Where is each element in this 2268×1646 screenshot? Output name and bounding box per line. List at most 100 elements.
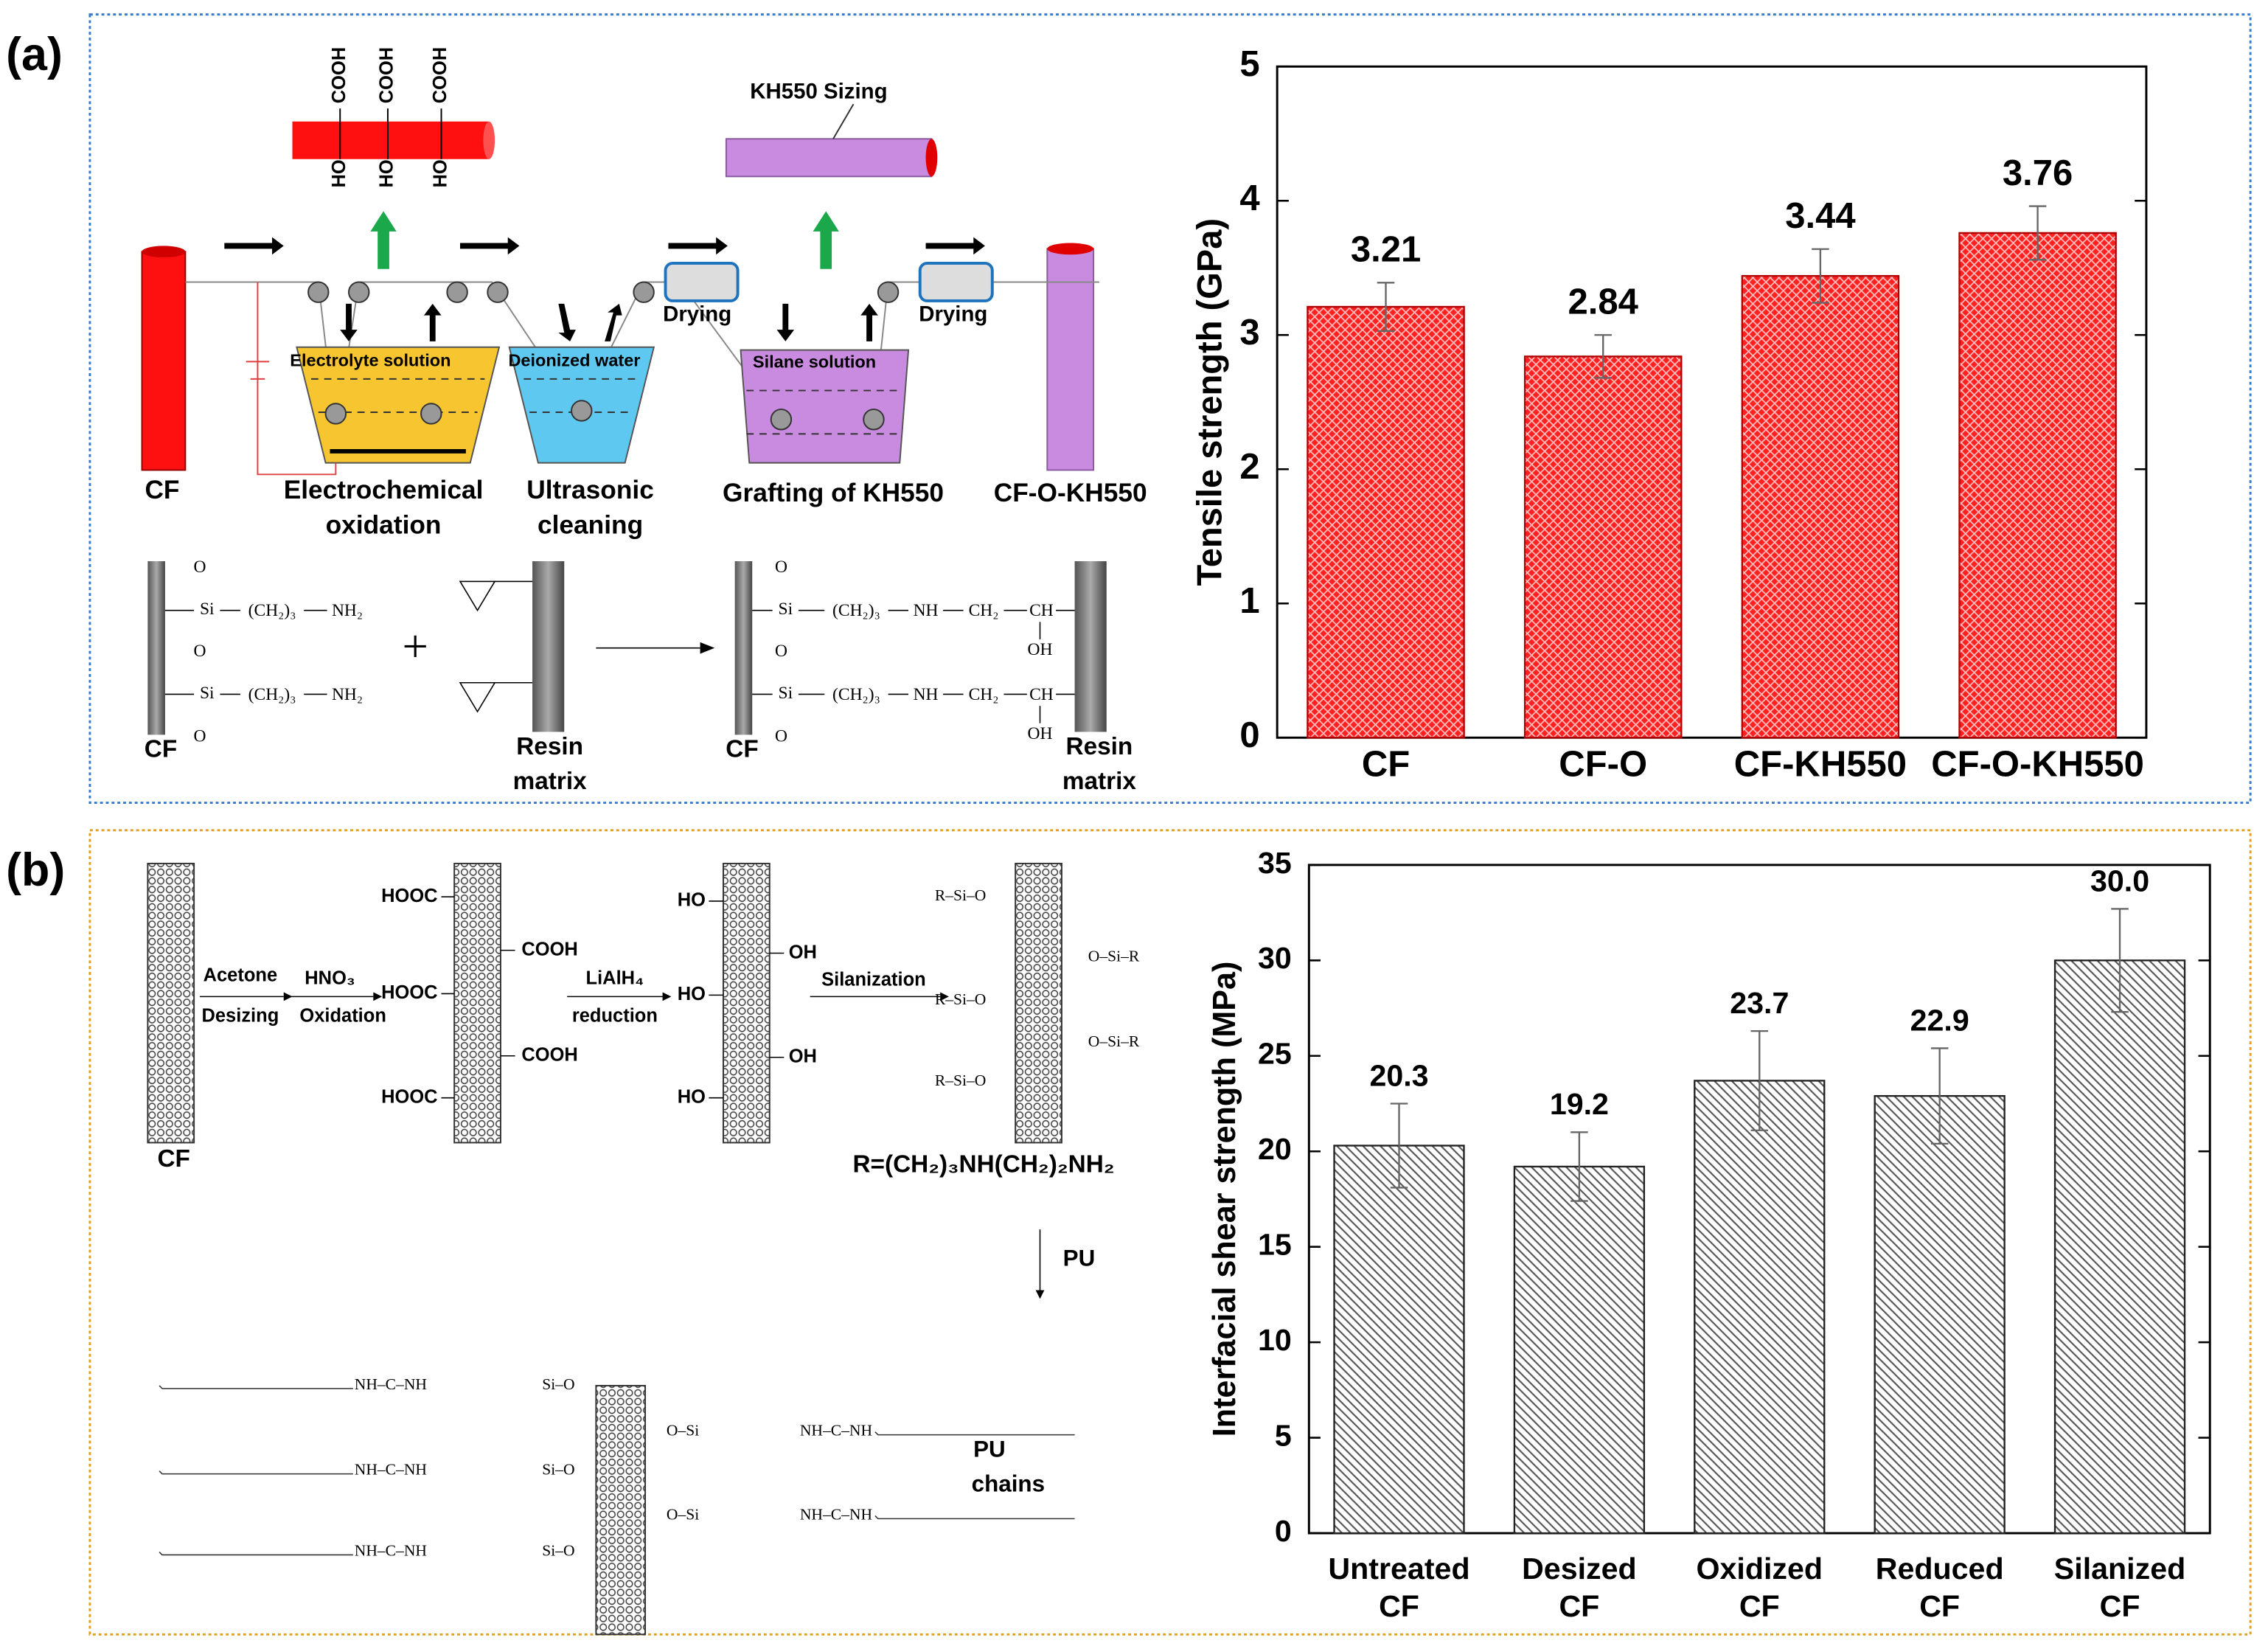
reaction-arrow (700, 642, 715, 654)
y-tick-label: 15 (1258, 1228, 1292, 1262)
bar (1694, 1080, 1826, 1535)
diagram-label: Silane solution (753, 353, 876, 372)
data-label: 2.84 (1568, 282, 1638, 322)
diagram-label: matrix (1062, 768, 1136, 795)
diagram-label: (CH₂)₃ (248, 685, 296, 704)
diagram-label: COOH (377, 47, 397, 103)
x-tick-label: CF-O (1559, 744, 1647, 784)
diagram-label: NH–C–NH (355, 1375, 427, 1393)
diagram-label: R–Si–O (935, 886, 987, 904)
x-tick-label: CF (1362, 744, 1410, 784)
fiber (723, 862, 771, 1144)
diagram-label: NH–C–NH (355, 1461, 427, 1479)
bar (1333, 1145, 1465, 1535)
diagram-label: (CH₂)₃ (832, 685, 880, 704)
diagram-label: HO (377, 159, 397, 187)
diagram-label: OH (789, 942, 817, 962)
diagram-label: O–Si–R (1088, 1032, 1140, 1050)
charts: 0 1 2 3 4 5 Tensile strength (GPa) 3.21 CF 2.84 CF… (1189, 44, 2211, 1623)
diagram-label: COOH (521, 939, 577, 959)
dryer (918, 262, 994, 302)
fiber-end (483, 121, 495, 159)
data-label: 20.3 (1369, 1058, 1428, 1092)
diagram-label: Ultrasonic (526, 476, 654, 504)
x-tick-label: CF (1379, 1589, 1419, 1623)
diagram-label: OH (1028, 724, 1053, 743)
diagram-label: KH550 Sizing (750, 79, 887, 103)
diagram-label: NH (914, 685, 939, 704)
pu-chain (159, 1470, 353, 1475)
x-tick-label: Desized (1522, 1552, 1637, 1586)
fiber (147, 862, 195, 1144)
data-label: 3.44 (1785, 196, 1855, 236)
diagram-label: NH (914, 601, 939, 620)
diagram-label: PU (1063, 1246, 1096, 1271)
pu-chain (159, 1551, 353, 1556)
x-tick-label: CF (1919, 1589, 1960, 1623)
diagram-label: HO (678, 1086, 706, 1107)
diagram-a-shapes (141, 103, 1107, 735)
bath-electrolyte (296, 346, 501, 464)
diagram-label: Si–O (542, 1461, 574, 1479)
fiber (595, 1384, 647, 1636)
diagram-label: LiAlH₄ (586, 968, 644, 989)
fiber-top (142, 246, 186, 258)
y-tick-label: 5 (1275, 1418, 1292, 1452)
x-tick-label: Silanized (2054, 1552, 2185, 1586)
fiber-surface (147, 560, 165, 735)
bar (1958, 232, 2117, 739)
pointer (832, 103, 855, 139)
bar (1307, 305, 1465, 739)
panel-a-border (88, 13, 2252, 805)
up-arrows (370, 211, 839, 269)
diagram-label: O (775, 727, 787, 746)
diagram-label: oxidation (326, 510, 442, 539)
x-tick-label: Oxidized (1696, 1552, 1823, 1586)
pu-chain (874, 1431, 1075, 1436)
diagram-label: COOH (521, 1045, 577, 1066)
diagram-label: HO (678, 890, 706, 911)
resin-surface (1074, 560, 1107, 732)
diagram-label: Resin (516, 733, 583, 760)
diagram-label: CF (145, 476, 179, 504)
diagram-label: R–Si–O (935, 1072, 987, 1089)
diagram-label: R–Si–O (935, 990, 987, 1008)
bar (1513, 1165, 1646, 1535)
diagram-label: NH–C–NH (800, 1422, 872, 1440)
bonds (164, 580, 1075, 723)
diagram-label: HOOC (381, 1086, 437, 1107)
diagram-label: Electrolyte solution (290, 351, 451, 370)
fiber-cf-o-kh550 (1046, 248, 1095, 471)
panel-label: (a) (6, 29, 63, 80)
diagram-label: reduction (572, 1006, 658, 1027)
arrow-heads (283, 992, 1045, 1299)
fiber-horizontal (725, 138, 933, 178)
data-label: 23.7 (1730, 986, 1789, 1020)
diagram-label: CF (726, 736, 758, 763)
diagram-label: Desizing (201, 1006, 279, 1027)
diagram-label: Si–O (542, 1375, 574, 1393)
bar (2053, 959, 2186, 1535)
y-tick-label: 0 (1239, 715, 1259, 755)
fiber (453, 862, 501, 1144)
y-axis-title: Interfacial shear strength (MPa) (1207, 962, 1242, 1437)
fiber-end (925, 139, 938, 177)
diagram-label: Si (779, 600, 793, 619)
diagram-label: CH (1029, 601, 1054, 620)
y-tick-label: 3 (1239, 313, 1259, 353)
y-tick-label: 20 (1258, 1132, 1292, 1166)
x-tick-label: Reduced (1876, 1552, 2004, 1586)
y-tick-label: 25 (1258, 1037, 1292, 1071)
diagram-label: Si–O (542, 1541, 574, 1559)
diagram-labels: KH550 Sizing Drying Drying Electrolyte solu… (145, 47, 1147, 1560)
diagram-label: Acetone (204, 965, 278, 986)
dryer (664, 262, 740, 302)
y-tick-label: 35 (1258, 846, 1292, 880)
y-axis-title: Tensile strength (GPa) (1189, 218, 1228, 586)
bar (1874, 1094, 2006, 1535)
diagram-b-shapes (147, 862, 1075, 1636)
diagram-label: HO (329, 159, 349, 187)
diagram-label: O (775, 642, 787, 661)
flow-arrows (224, 237, 985, 341)
diagram-label: Resin (1066, 733, 1133, 760)
